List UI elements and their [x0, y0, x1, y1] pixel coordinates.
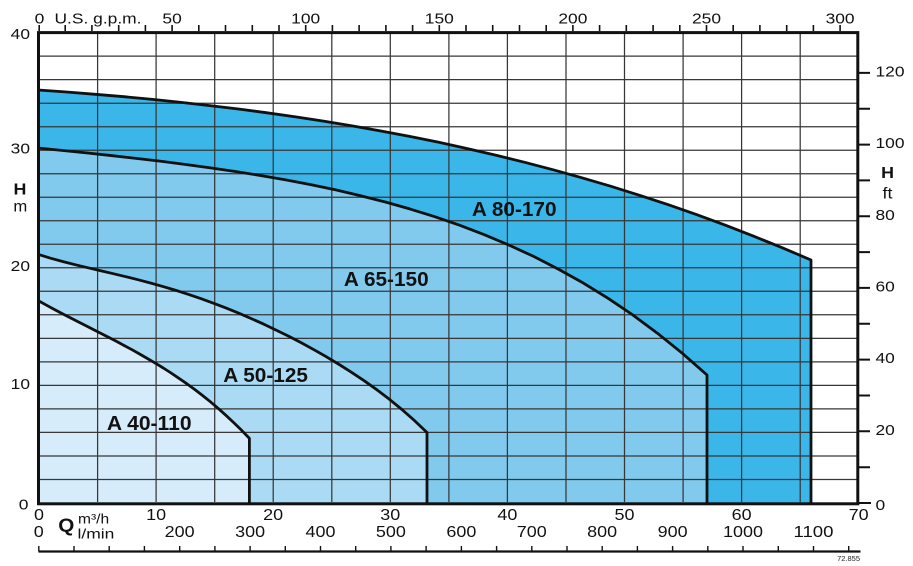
- svg-text:H: H: [14, 181, 27, 198]
- svg-text:A 65-150: A 65-150: [344, 268, 429, 291]
- svg-text:A 50-125: A 50-125: [223, 364, 308, 387]
- svg-text:80: 80: [876, 207, 895, 224]
- svg-text:72.855: 72.855: [837, 554, 860, 563]
- svg-text:500: 500: [376, 524, 406, 541]
- svg-text:1100: 1100: [794, 524, 834, 541]
- svg-text:300: 300: [826, 11, 855, 28]
- svg-text:ft: ft: [883, 186, 894, 203]
- svg-text:40: 40: [876, 350, 895, 367]
- svg-text:0: 0: [876, 497, 886, 514]
- svg-text:250: 250: [692, 11, 721, 28]
- svg-text:0: 0: [34, 524, 44, 541]
- svg-text:800: 800: [587, 524, 617, 541]
- svg-text:H: H: [881, 165, 894, 182]
- svg-text:l/min: l/min: [78, 526, 115, 542]
- svg-text:1000: 1000: [723, 524, 763, 541]
- svg-text:30: 30: [380, 507, 400, 524]
- svg-text:Q: Q: [58, 516, 74, 536]
- svg-text:A 80-170: A 80-170: [472, 198, 557, 221]
- svg-text:60: 60: [876, 279, 895, 296]
- svg-text:0: 0: [35, 11, 45, 28]
- svg-text:10: 10: [146, 507, 166, 524]
- svg-text:120: 120: [876, 64, 905, 81]
- svg-text:60: 60: [732, 507, 752, 524]
- svg-text:20: 20: [11, 258, 30, 275]
- svg-text:m³/h: m³/h: [78, 511, 109, 527]
- svg-text:0: 0: [34, 507, 44, 524]
- svg-text:50: 50: [162, 11, 181, 28]
- svg-text:U.S. g.p.m.: U.S. g.p.m.: [55, 11, 142, 28]
- svg-text:40: 40: [497, 507, 517, 524]
- svg-text:600: 600: [446, 524, 476, 541]
- svg-text:A 40-110: A 40-110: [107, 412, 192, 435]
- svg-text:200: 200: [558, 11, 587, 28]
- svg-text:50: 50: [615, 507, 635, 524]
- svg-text:100: 100: [291, 11, 320, 28]
- svg-text:30: 30: [11, 141, 30, 158]
- svg-text:10: 10: [11, 376, 30, 393]
- svg-text:0: 0: [19, 497, 29, 514]
- svg-text:20: 20: [263, 507, 283, 524]
- svg-text:400: 400: [306, 524, 336, 541]
- svg-text:20: 20: [876, 422, 895, 439]
- svg-text:700: 700: [517, 524, 547, 541]
- svg-text:70: 70: [849, 507, 869, 524]
- svg-text:300: 300: [235, 524, 265, 541]
- svg-text:150: 150: [425, 11, 454, 28]
- svg-text:900: 900: [658, 524, 688, 541]
- svg-text:40: 40: [11, 26, 30, 43]
- svg-text:m: m: [13, 198, 27, 215]
- svg-text:200: 200: [165, 524, 195, 541]
- svg-text:100: 100: [876, 135, 905, 152]
